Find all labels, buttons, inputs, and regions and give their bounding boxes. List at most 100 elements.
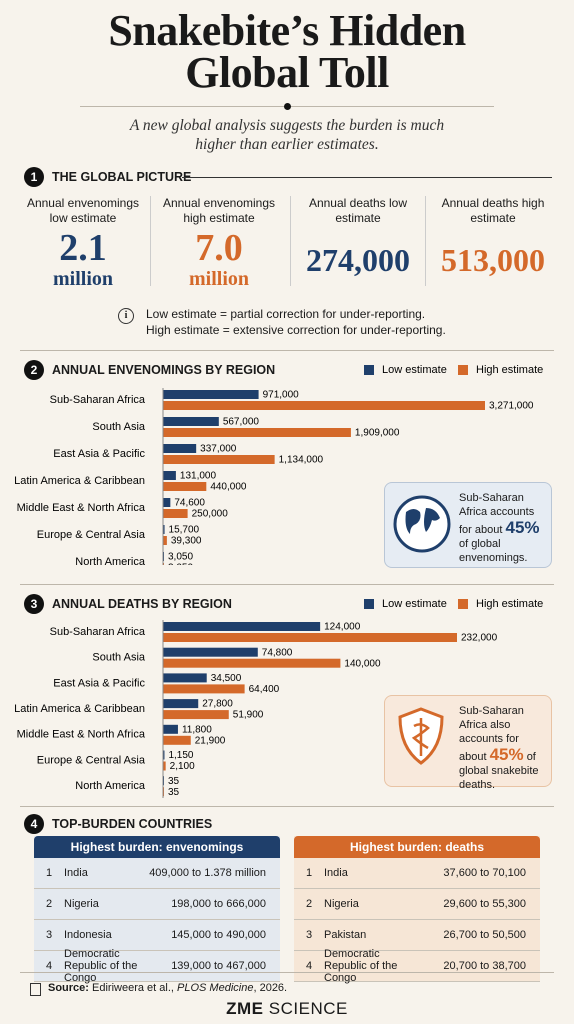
category-label: Middle East & North Africa	[17, 502, 146, 514]
stat-label: Annual envenomings high estimate	[162, 196, 276, 225]
table-row: 2 Nigeria 29,600 to 55,300	[294, 889, 540, 920]
bar	[163, 482, 207, 491]
brand: ZME SCIENCE	[0, 999, 574, 1019]
callout-text: of global snakebite deaths.	[459, 751, 539, 791]
bar-chart: Low estimate High estimate Sub-Saharan Afr…	[14, 598, 543, 798]
section-heading: ANNUAL ENVENOMINGS BY REGION	[52, 363, 276, 377]
value-label: 64,400	[249, 684, 280, 695]
bar	[163, 724, 178, 734]
callout-text: Sub-Saharan Africa accounts for about	[459, 492, 535, 536]
bar	[163, 455, 275, 464]
section-number: 3	[24, 594, 44, 614]
category-label: Middle East & North Africa	[17, 729, 146, 741]
value-label: 74,600	[174, 498, 205, 509]
stat-label: Annual envenomings low estimate	[26, 196, 140, 225]
bar	[163, 699, 199, 709]
value-label: 39,300	[171, 536, 202, 547]
value-label: 51,900	[233, 710, 264, 721]
bar	[163, 390, 259, 399]
bar	[163, 536, 167, 545]
category-label: South Asia	[92, 421, 145, 433]
bar	[163, 761, 166, 771]
table-header: Highest burden: envenomings	[34, 836, 280, 858]
rank: 2	[46, 898, 53, 910]
section-heading: ANNUAL DEATHS BY REGION	[52, 597, 232, 611]
section-number: 4	[24, 814, 44, 834]
section-rule	[182, 177, 552, 178]
rank: 4	[46, 960, 53, 972]
category-label: Latin America & Caribbean	[14, 703, 145, 715]
callout-highlight: 45%	[489, 745, 524, 764]
legend-swatch	[458, 365, 468, 375]
value-label: 21,900	[195, 735, 226, 746]
brand-a: ZME	[226, 999, 264, 1018]
table-row: 2 Nigeria 198,000 to 666,000	[34, 889, 280, 920]
source-journal: PLOS Medicine	[177, 982, 254, 994]
stat-label: Annual deaths low estimate	[308, 196, 408, 225]
table-row: 1 India 409,000 to 1.378 million	[34, 858, 280, 889]
brand-b: SCIENCE	[268, 999, 348, 1018]
country: India	[64, 867, 88, 879]
separator	[20, 350, 554, 351]
legend-swatch	[458, 599, 468, 609]
callout-text: of global envenomings.	[459, 538, 528, 564]
category-label: East Asia & Pacific	[53, 448, 145, 460]
stat-label: Annual deaths high estimate	[441, 196, 545, 225]
bar	[163, 735, 191, 745]
value-label: 140,000	[344, 658, 381, 669]
category-label: Latin America & Caribbean	[14, 475, 145, 487]
value-label: 3,271,000	[489, 401, 534, 412]
value-label: 232,000	[461, 633, 498, 644]
legend-label: High estimate	[476, 598, 543, 610]
source-label: Source:	[48, 982, 89, 994]
country: India	[324, 867, 348, 879]
country: Indonesia	[64, 929, 112, 941]
range: 139,000 to 467,000	[171, 960, 266, 972]
bar	[163, 684, 245, 694]
table-row: 3 Indonesia 145,000 to 490,000	[34, 920, 280, 951]
stat-value: 513,000	[441, 242, 545, 278]
value-label: 1,150	[168, 750, 193, 761]
legend-swatch	[364, 365, 374, 375]
bar	[163, 633, 457, 642]
bar	[163, 710, 229, 720]
section-heading: THE GLOBAL PICTURE	[52, 170, 192, 184]
bar	[163, 498, 171, 507]
value-label: 74,800	[262, 647, 293, 658]
value-label: 440,000	[210, 482, 247, 493]
bar-chart: Low estimate High estimate Sub-Saharan Afr…	[14, 365, 543, 565]
stat-divider	[425, 196, 426, 286]
callout-highlight: 45%	[505, 518, 540, 537]
category-label: Sub-Saharan Africa	[50, 394, 146, 406]
value-label: 35	[168, 787, 180, 798]
value-label: 11,800	[182, 724, 212, 735]
table-row: 4 Democratic Republic of the Congo 139,000…	[34, 948, 280, 984]
note: High estimate = extensive correction for…	[146, 323, 446, 337]
value-label: 124,000	[324, 622, 361, 633]
bar	[163, 750, 165, 760]
table: Highest burden: envenomings 1 India 409,000…	[34, 836, 280, 984]
section-number: 1	[24, 167, 44, 187]
value-label: 27,800	[202, 699, 233, 710]
range: 20,700 to 38,700	[443, 960, 526, 972]
table-row: 1 India 37,600 to 70,100	[294, 858, 540, 889]
bar	[163, 444, 197, 453]
title: Snakebite’s Hidden Global Toll	[108, 6, 466, 97]
value-label: 1,134,000	[279, 455, 324, 466]
category-label: East Asia & Pacific	[53, 677, 145, 689]
bar	[163, 658, 341, 668]
value-label: 131,000	[180, 471, 217, 482]
value-label: 3,050	[168, 552, 193, 563]
legend-swatch	[364, 599, 374, 609]
separator	[20, 806, 554, 807]
value-label: 337,000	[200, 444, 237, 455]
callout-text: Sub-Saharan Africa also accounts for abo…	[459, 705, 524, 763]
globe-icon	[393, 495, 451, 553]
country: Democratic Republic of the Congo	[64, 948, 138, 984]
subtitle: A new global analysis suggests the burde…	[129, 117, 445, 153]
legend-label: Low estimate	[382, 365, 447, 376]
stat: Annual deaths low estimate 274,000	[296, 196, 420, 280]
stat-value: 274,000	[306, 242, 410, 278]
source-authors: Ediriweera et al.,	[92, 982, 174, 994]
